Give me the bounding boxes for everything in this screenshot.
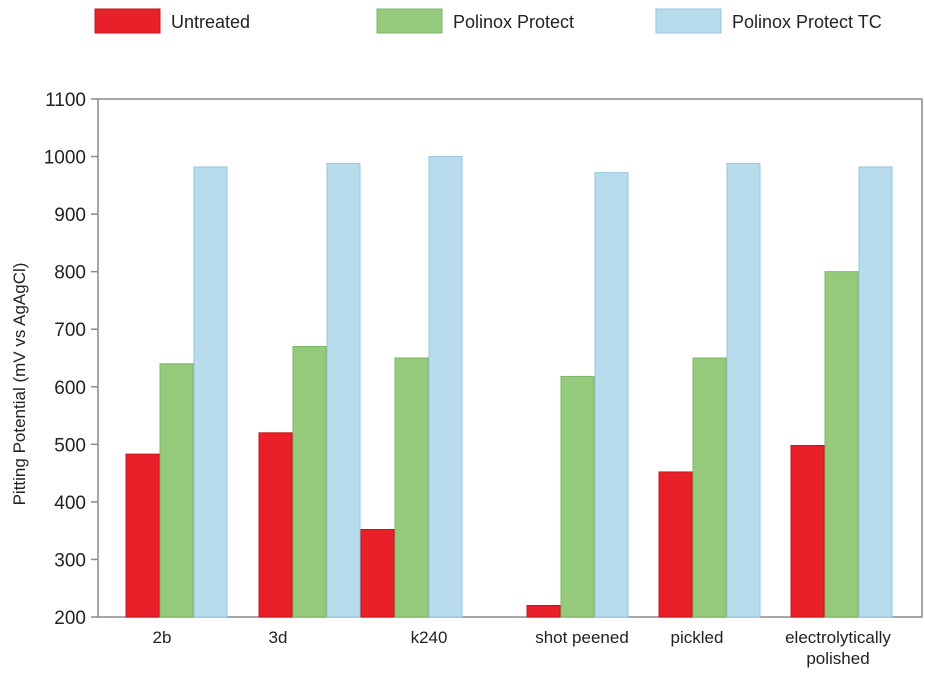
bar-untreated-pickled [658, 471, 693, 618]
bar-polinox-protect-electrolytically-polished [824, 271, 859, 618]
x-category-label-electrolytically-polished: electrolytically polished [785, 628, 891, 668]
bar-untreated-k240 [360, 529, 395, 618]
bars [125, 156, 893, 618]
x-category-label-shot-peened: shot peened [535, 628, 629, 647]
bar-polinox-protect-tc-k240 [428, 156, 463, 618]
y-tick-label: 300 [54, 550, 86, 571]
legend-label-polinox-protect: Polinox Protect [453, 12, 574, 32]
y-tick-label: 500 [54, 435, 86, 456]
bar-polinox-protect-k240 [394, 357, 429, 618]
bar-polinox-protect-3d [292, 345, 327, 618]
x-category-label-k240: k240 [411, 628, 448, 647]
bar-polinox-protect-tc-electrolytically-polished [858, 166, 893, 618]
plot-area: 200 300 400 500 600 700 800 900 1000 1100 2b 3d k24… [44, 90, 923, 668]
y-tick-label: 700 [54, 320, 86, 341]
x-category-label-2b: 2b [153, 628, 172, 647]
legend: Untreated Polinox Protect Polinox Protect … [94, 8, 882, 34]
y-axis-title: Pitting Potential (mV vs AgAgCl) [10, 263, 29, 506]
bar-polinox-protect-pickled [692, 357, 727, 618]
y-axis-ticks: 200 300 400 500 600 700 800 900 1000 1100 [44, 90, 98, 629]
bar-polinox-protect-tc-pickled [726, 162, 761, 618]
x-category-label-pickled: pickled [671, 628, 724, 647]
bar-polinox-protect-2b [159, 363, 194, 618]
bar-polinox-protect-tc-3d [326, 162, 361, 618]
plot-frame [97, 98, 923, 618]
y-tick-label: 900 [54, 205, 86, 226]
legend-swatch-untreated [94, 8, 161, 34]
bar-polinox-protect-tc-2b [193, 166, 228, 618]
bar-polinox-protect-tc-shot-peened [594, 172, 629, 618]
bar-polinox-protect-shot-peened [560, 375, 595, 618]
x-axis-category-labels: 2b 3d k240 shot peened pickled electrolytical… [153, 628, 892, 668]
legend-swatch-polinox-protect-tc [655, 8, 722, 34]
y-tick-label: 800 [54, 263, 86, 284]
legend-label-polinox-protect-tc: Polinox Protect TC [732, 12, 882, 32]
bar-untreated-shot-peened [526, 604, 561, 618]
legend-label-untreated: Untreated [171, 12, 250, 32]
bar-untreated-2b [125, 453, 160, 618]
y-tick-label: 400 [54, 493, 86, 514]
y-tick-label: 200 [54, 608, 86, 629]
y-tick-label: 600 [54, 378, 86, 399]
x-category-label-3d: 3d [269, 628, 288, 647]
legend-swatch-polinox-protect [376, 8, 443, 34]
bar-untreated-3d [258, 432, 293, 618]
y-tick-label: 1100 [45, 90, 86, 111]
y-tick-label: 1000 [44, 148, 86, 169]
bar-untreated-electrolytically-polished [790, 444, 825, 618]
